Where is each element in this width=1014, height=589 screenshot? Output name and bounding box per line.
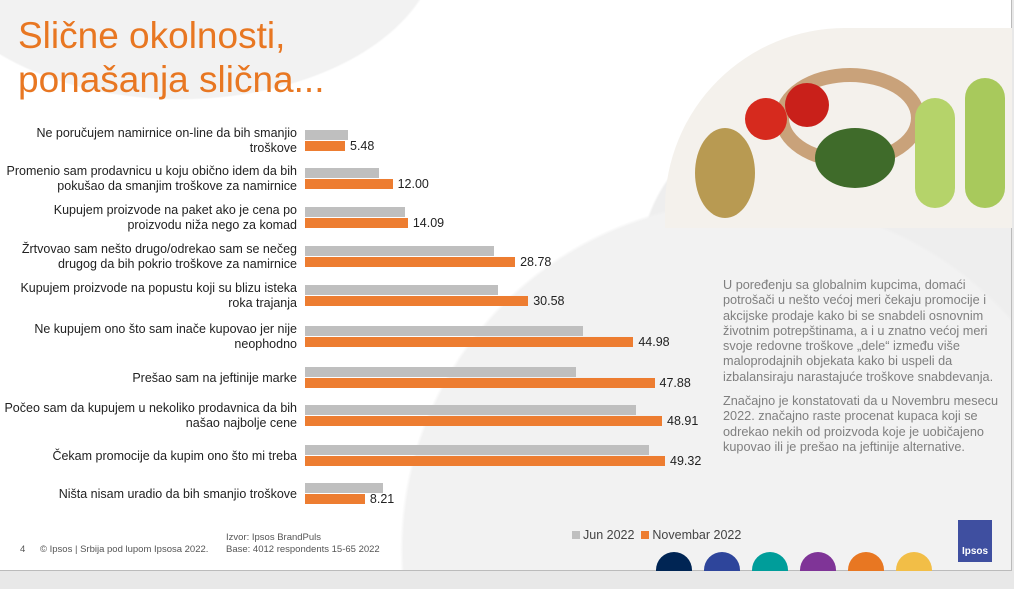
category-label: Promenio sam prodavnicu u koju obično id… <box>6 164 297 193</box>
color-dot <box>896 552 932 571</box>
bar-nov-2022 <box>305 296 529 306</box>
bar-nov-2022 <box>305 494 365 504</box>
color-dot <box>800 552 836 571</box>
data-label: 47.88 <box>659 376 691 390</box>
data-label: 48.91 <box>667 414 699 428</box>
category-label: Ne kupujem ono što sam inače kupovao jer… <box>34 322 297 351</box>
page-number: 4 <box>20 544 26 555</box>
data-label: 28.78 <box>520 255 552 269</box>
bar-nov-2022 <box>305 456 666 466</box>
category-label: Počeo sam da kupujem u nekoliko prodavni… <box>4 401 297 430</box>
slide-title: Slične okolnosti, ponašanja slična... <box>18 15 325 100</box>
category-label: Žrtvovao sam nešto drugo/odrekao sam se … <box>21 242 297 271</box>
paragraph-2: Značajno je konstatovati da u Novembru m… <box>723 394 999 454</box>
bar-jun-2022 <box>305 285 498 295</box>
bar-jun-2022 <box>305 207 405 217</box>
legend-swatch-jun <box>572 531 580 539</box>
bar-jun-2022 <box>305 405 636 415</box>
category-label: Čekam promocije da kupim ono što mi treb… <box>52 448 297 463</box>
color-dot <box>704 552 740 571</box>
bottom-strip <box>0 571 1014 589</box>
logo-text: Ipsos <box>961 546 989 557</box>
data-label: 12.00 <box>397 177 429 191</box>
vegetables-photo <box>665 28 1012 228</box>
bar-nov-2022 <box>305 179 393 189</box>
category-label: Prešao sam na jeftinije marke <box>132 370 297 385</box>
bar-jun-2022 <box>305 445 649 455</box>
data-label: 8.21 <box>369 492 395 506</box>
bar-nov-2022 <box>305 416 663 426</box>
commentary: U poređenju sa globalnim kupcima, domaći… <box>723 278 1008 464</box>
color-dot <box>656 552 692 571</box>
paragraph-1: U poređenju sa globalnim kupcima, domaći… <box>723 278 994 384</box>
slide: Slične okolnosti, ponašanja slična... Ne… <box>0 0 1012 571</box>
bar-nov-2022 <box>305 218 408 228</box>
category-label: Kupujem proizvode na popustu koji su bli… <box>20 281 297 310</box>
bar-nov-2022 <box>305 257 516 267</box>
chart-legend: Jun 2022 Novembar 2022 <box>572 528 741 542</box>
category-label: Kupujem proizvode na paket ako je cena p… <box>53 203 297 232</box>
ipsos-logo: Ipsos <box>958 520 992 562</box>
data-label: 14.09 <box>412 216 445 230</box>
bar-jun-2022 <box>305 168 379 178</box>
legend-nov: Novembar 2022 <box>652 528 742 542</box>
source: Izvor: Ipsos BrandPuls <box>226 532 322 543</box>
legend-swatch-nov <box>641 531 650 539</box>
bar-jun-2022 <box>305 130 349 140</box>
category-label: Ne poručujem namirnice on-line da bih sm… <box>36 126 297 155</box>
data-label: 49.32 <box>670 454 702 468</box>
bar-nov-2022 <box>305 378 655 388</box>
base: Base: 4012 respondents 15-65 2022 <box>226 544 380 555</box>
data-label: 5.48 <box>350 139 375 153</box>
color-dot <box>848 552 884 571</box>
color-dot <box>752 552 788 571</box>
data-label: 30.58 <box>533 294 565 308</box>
bar-jun-2022 <box>305 367 576 377</box>
category-label: Ništa nisam uradio da bih smanjio troško… <box>58 486 297 501</box>
bar-nov-2022 <box>305 337 634 347</box>
legend-jun: Jun 2022 <box>583 528 635 542</box>
data-label: 44.98 <box>638 335 670 349</box>
bar-jun-2022 <box>305 326 584 336</box>
copyright: © Ipsos | Srbija pod lupom Ipsosa 2022. <box>40 544 209 555</box>
bar-jun-2022 <box>305 483 384 493</box>
bar-nov-2022 <box>305 141 345 151</box>
bar-jun-2022 <box>305 246 495 256</box>
